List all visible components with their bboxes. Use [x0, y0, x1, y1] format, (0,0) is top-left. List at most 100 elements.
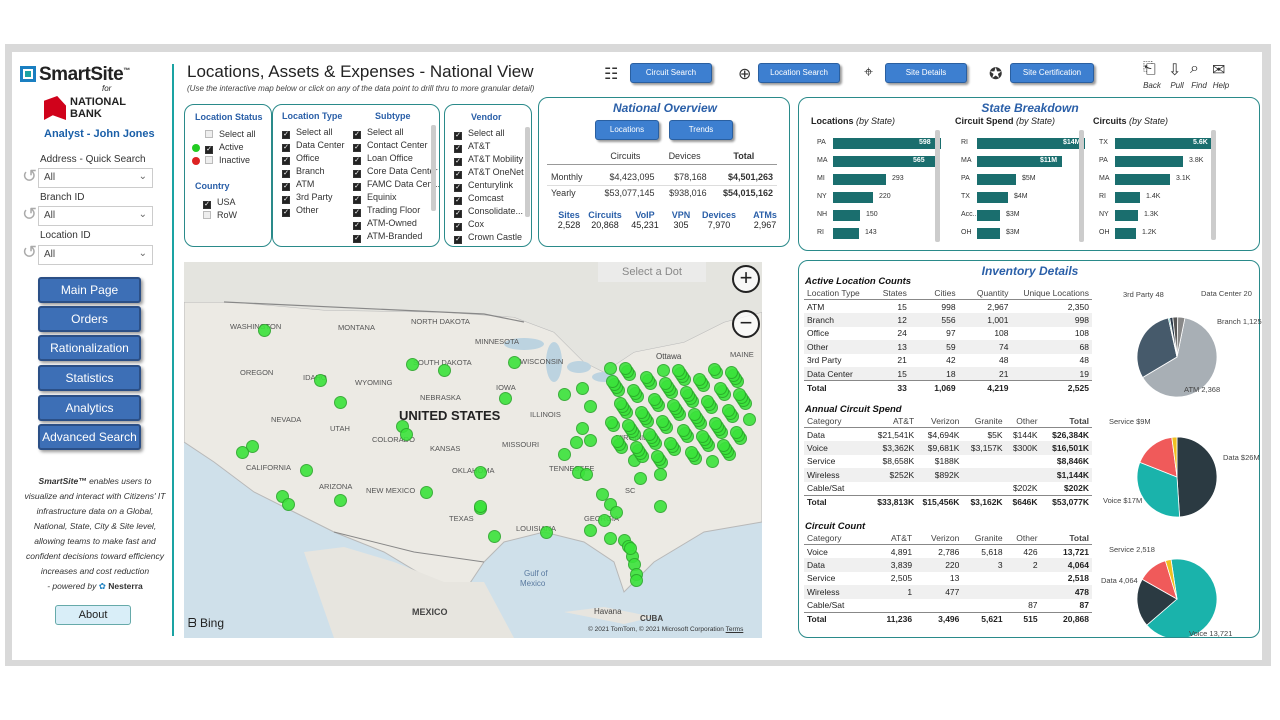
table-row[interactable]: Wireless 1 477 478: [804, 585, 1092, 599]
location-dot[interactable]: [576, 382, 589, 395]
location-type-checkbox[interactable]: ✓ 3rd Party: [282, 192, 333, 204]
status-select-all-checkbox[interactable]: Select all: [205, 129, 256, 139]
table-header-cell[interactable]: AT&T: [869, 414, 918, 428]
table-header-cell[interactable]: AT&T: [869, 531, 916, 545]
table-row[interactable]: Service $8,658K $188K $8,846K: [804, 455, 1092, 469]
location-dot[interactable]: [334, 396, 347, 409]
location-dot[interactable]: [685, 446, 698, 459]
subtype-checkbox[interactable]: ✓ Trading Floor: [353, 205, 420, 217]
subtype-checkbox[interactable]: ✓ Core Data Center: [353, 166, 438, 178]
location-dot[interactable]: [659, 377, 672, 390]
table-row[interactable]: Cable/Sat $202K $202K: [804, 482, 1092, 496]
table-row[interactable]: Other 13 59 74 68: [804, 340, 1092, 354]
location-dot[interactable]: [634, 472, 647, 485]
location-dot[interactable]: [604, 532, 617, 545]
location-dot[interactable]: [499, 392, 512, 405]
location-dot[interactable]: [733, 388, 746, 401]
location-dot[interactable]: [693, 373, 706, 386]
state-bar[interactable]: [1115, 228, 1136, 239]
state-bar[interactable]: [977, 210, 1000, 221]
location-dot[interactable]: [709, 417, 722, 430]
table-row[interactable]: Service 2,505 13 2,518: [804, 572, 1092, 586]
location-dot[interactable]: [334, 494, 347, 507]
status-inactive-checkbox[interactable]: Inactive: [205, 155, 250, 165]
location-dot[interactable]: [314, 374, 327, 387]
location-dot[interactable]: [406, 358, 419, 371]
pie-slice-data[interactable]: [1136, 578, 1178, 626]
subtype-checkbox[interactable]: ✓ Select all: [353, 127, 404, 139]
location-dot[interactable]: [730, 426, 743, 439]
table-header-cell[interactable]: Other: [1005, 414, 1041, 428]
nav-statistics-button[interactable]: Statistics: [38, 365, 141, 391]
state-bar[interactable]: [977, 174, 1016, 185]
location-dot[interactable]: [654, 500, 667, 513]
table-header-cell[interactable]: States: [869, 286, 910, 300]
table-header-cell[interactable]: Total: [1040, 531, 1092, 545]
location-dot[interactable]: [708, 363, 721, 376]
location-dot[interactable]: [630, 574, 643, 587]
subtype-checkbox[interactable]: ✓ FAMC Data Cent...: [353, 179, 439, 191]
table-header-cell[interactable]: Cities: [909, 286, 959, 300]
location-dot[interactable]: [635, 406, 648, 419]
table-row[interactable]: Voice $3,362K $9,681K $3,157K $300K $16,501K: [804, 441, 1092, 455]
subtype-scrollbar[interactable]: [431, 125, 436, 211]
country-row-checkbox[interactable]: RoW: [203, 210, 237, 220]
vendor-checkbox[interactable]: ✓ Consolidate...: [454, 206, 523, 218]
pie-slice-wireless[interactable]: [1164, 558, 1178, 600]
location-dot[interactable]: [624, 542, 637, 555]
vendor-checkbox[interactable]: ✓ Comcast: [454, 193, 504, 205]
location-dot[interactable]: [714, 382, 727, 395]
find-icon[interactable]: ⌕: [1190, 60, 1199, 77]
site-certification-button[interactable]: Site Certification: [1010, 63, 1094, 83]
state-bar[interactable]: [1115, 174, 1170, 185]
location-dot[interactable]: [558, 448, 571, 461]
state-bar[interactable]: [833, 228, 859, 239]
table-row[interactable]: 3rd Party 21 42 48 48: [804, 354, 1092, 368]
table-header-cell[interactable]: Location Type: [804, 286, 870, 300]
table-row[interactable]: Branch 12 556 1,001 998: [804, 313, 1092, 327]
about-button[interactable]: About: [55, 605, 131, 625]
location-dot[interactable]: [474, 466, 487, 479]
table-row[interactable]: Voice 4,891 2,786 5,618 426 13,721: [804, 545, 1092, 559]
location-dot[interactable]: [420, 486, 433, 499]
national-map[interactable]: WASHINGTON MONTANA NORTH DAKOTA MINNESOTA SO…: [184, 262, 762, 638]
vendor-checkbox[interactable]: ✓ AT&T OneNet: [454, 167, 524, 179]
location-dot[interactable]: [672, 364, 685, 377]
table-row[interactable]: Data $21,541K $4,694K $5K $144K $26,384K: [804, 428, 1092, 442]
vendor-checkbox[interactable]: ✓ Select all: [454, 128, 505, 140]
location-dot[interactable]: [236, 446, 249, 459]
zoom-in-icon[interactable]: +: [732, 265, 760, 293]
state-chart-scrollbar[interactable]: [935, 130, 940, 242]
location-dot[interactable]: [596, 488, 609, 501]
location-dot[interactable]: [400, 428, 413, 441]
state-bar[interactable]: [1115, 156, 1183, 167]
zoom-out-icon[interactable]: −: [732, 310, 760, 338]
nav-analytics-button[interactable]: Analytics: [38, 395, 141, 421]
location-dot[interactable]: [604, 362, 617, 375]
state-bar[interactable]: [977, 138, 1085, 149]
status-active-checkbox[interactable]: ✓ Active: [205, 142, 244, 154]
location-type-checkbox[interactable]: ✓ Select all: [282, 127, 333, 139]
location-dot[interactable]: [701, 395, 714, 408]
table-header-cell[interactable]: Verizon: [915, 531, 963, 545]
location-dot[interactable]: [474, 500, 487, 513]
location-dot[interactable]: [725, 366, 738, 379]
state-chart-scrollbar[interactable]: [1079, 130, 1084, 242]
location-dot[interactable]: [706, 455, 719, 468]
location-dot[interactable]: [622, 419, 635, 432]
nav-orders-button[interactable]: Orders: [38, 306, 141, 332]
pie-slice-voice[interactable]: [1136, 461, 1181, 518]
vendor-checkbox[interactable]: ✓ Cox: [454, 219, 484, 231]
location-dot[interactable]: [630, 441, 643, 454]
vendor-checkbox[interactable]: ✓ Crown Castle: [454, 232, 522, 244]
state-bar[interactable]: [1115, 210, 1138, 221]
location-dot[interactable]: [584, 400, 597, 413]
country-usa-checkbox[interactable]: ✓ USA: [203, 197, 236, 209]
state-bar[interactable]: [977, 192, 1008, 203]
state-bar[interactable]: [833, 138, 941, 149]
location-dot[interactable]: [258, 324, 271, 337]
state-bar[interactable]: [833, 174, 886, 185]
pie-slice-atm[interactable]: [1142, 317, 1218, 398]
table-row[interactable]: Cable/Sat 87 87: [804, 599, 1092, 613]
location-dot[interactable]: [664, 437, 677, 450]
